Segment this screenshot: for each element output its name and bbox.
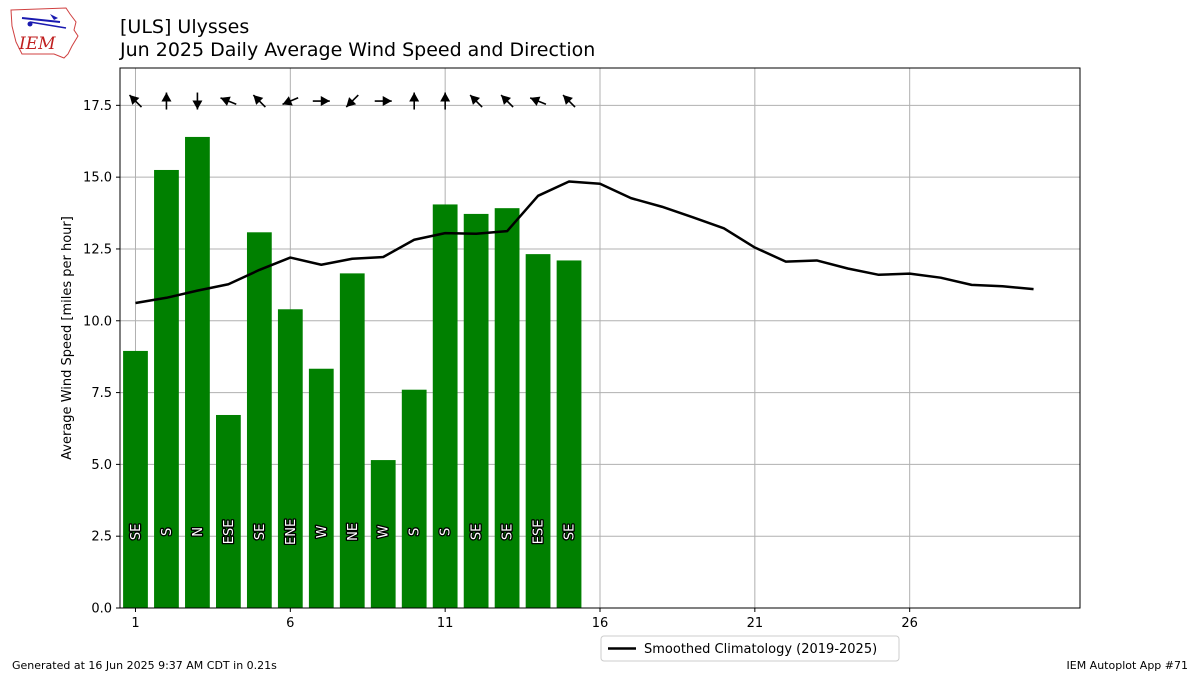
app-label: IEM Autoplot App #71 [1066,659,1189,672]
direction-label: S [439,528,454,536]
wind-arrow [312,96,330,107]
legend-label: Smoothed Climatology (2019-2025) [644,642,877,657]
direction-label: W [377,525,392,538]
y-tick-label: 5.0 [91,458,112,473]
iowa-outline-icon [10,7,79,59]
direction-label: ESE [532,520,547,545]
wind-arrow [469,94,483,108]
wind-arrow [440,92,451,110]
generated-timestamp: Generated at 16 Jun 2025 9:37 AM CDT in … [12,659,277,672]
bar [463,213,489,608]
direction-label: SE [501,524,516,540]
wind-arrow [161,92,172,110]
climatology-line [135,180,1034,305]
y-tick-label: 12.5 [83,242,112,257]
wind-arrow [500,94,514,108]
wind-arrow [374,96,392,107]
y-tick-label: 2.5 [91,530,112,545]
direction-label: SE [563,524,578,540]
bar [401,389,427,608]
direction-label: SE [129,524,144,540]
wind-arrow [409,92,420,110]
x-tick-label: 21 [747,616,764,631]
bar [154,169,179,608]
direction-label: S [160,528,175,536]
direction-label: S [408,528,423,536]
x-tick-label: 26 [901,616,918,631]
direction-label: ENE [284,519,299,545]
bar [308,368,334,608]
y-tick-label: 0.0 [91,602,112,617]
direction-labels: SE S N ESE SE ENE W NE W S S SE SE ESE SE [128,518,579,547]
chart-title: [ULS] Ulysses [120,16,250,38]
y-tick-label: 10.0 [83,314,112,329]
axis-ticks: 1 6 11 16 21 260.02.55.07.510.012.515.017.5 [83,99,918,631]
direction-label: ESE [222,520,237,545]
wind-arrow [562,94,576,108]
x-tick-label: 11 [437,616,454,631]
x-tick-label: 16 [592,616,609,631]
logo-text: IEM [18,34,56,54]
y-tick-label: 17.5 [83,99,112,114]
direction-label: NE [346,523,361,541]
y-tick-label: 7.5 [91,386,112,401]
y-tick-label: 15.0 [83,171,112,186]
direction-label: SE [253,524,268,540]
bar [525,254,551,608]
climatology-series [135,180,1034,305]
legend: Smoothed Climatology (2019-2025) [600,635,900,662]
bar [370,460,396,608]
bar [339,273,365,608]
bar [123,350,148,608]
bar [494,208,520,608]
iem-logo: IEM [10,7,79,59]
direction-label: W [315,525,330,538]
x-tick-label: 1 [131,616,139,631]
wind-arrow [529,96,547,106]
wind-arrow [128,94,143,108]
legend-box [600,635,900,662]
bar-series [123,136,582,609]
wind-arrow [252,94,266,108]
wind-arrow [282,96,299,106]
bar [216,414,241,608]
wind-arrow [345,94,359,108]
direction-label: SE [470,524,485,540]
chart-subtitle: Jun 2025 Daily Average Wind Speed and Di… [120,39,596,61]
bar [185,136,210,609]
bar [432,204,458,609]
y-axis-label: Average Wind Speed [miles per hour] [60,216,75,460]
wind-arrows [128,92,576,110]
wind-arrow [220,96,237,106]
wind-arrow [192,92,203,110]
bar [556,260,582,608]
x-tick-label: 6 [286,616,294,631]
direction-label: N [191,527,206,537]
bar [277,309,303,608]
bar [246,232,272,609]
